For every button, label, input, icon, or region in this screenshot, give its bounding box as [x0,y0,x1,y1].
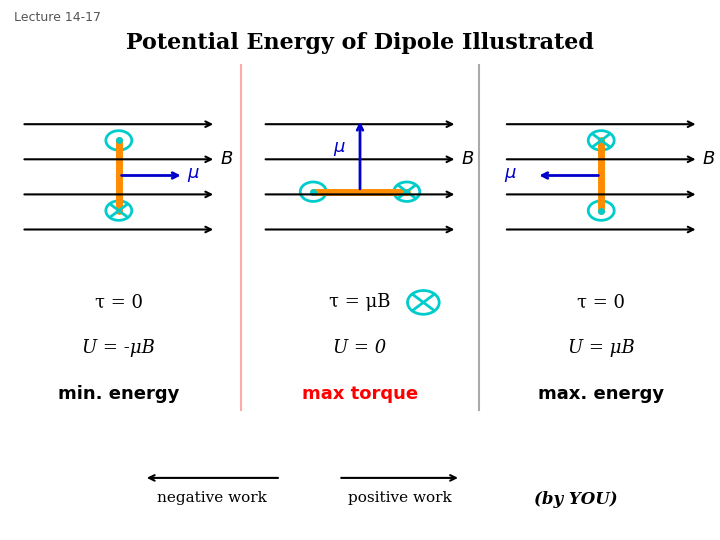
Text: Potential Energy of Dipole Illustrated: Potential Energy of Dipole Illustrated [126,32,594,55]
Text: max torque: max torque [302,385,418,403]
Text: (by YOU): (by YOU) [534,491,618,508]
Text: Lecture 14-17: Lecture 14-17 [14,11,102,24]
Text: $\mu$: $\mu$ [504,166,517,185]
Text: $\mu$: $\mu$ [187,166,200,185]
Text: U = -μB: U = -μB [82,339,156,357]
Text: U = 0: U = 0 [333,339,387,357]
Text: τ = 0: τ = 0 [577,293,625,312]
Text: negative work: negative work [158,491,267,505]
Text: U = μB: U = μB [568,339,634,357]
Text: τ = μB: τ = μB [329,293,391,312]
Text: positive work: positive work [348,491,451,505]
Text: max. energy: max. energy [538,385,665,403]
Text: $B$: $B$ [220,150,233,168]
Text: $B$: $B$ [461,150,474,168]
Text: min. energy: min. energy [58,385,179,403]
Text: $B$: $B$ [702,150,715,168]
Text: $\mu$: $\mu$ [333,139,346,158]
Text: τ = 0: τ = 0 [95,293,143,312]
